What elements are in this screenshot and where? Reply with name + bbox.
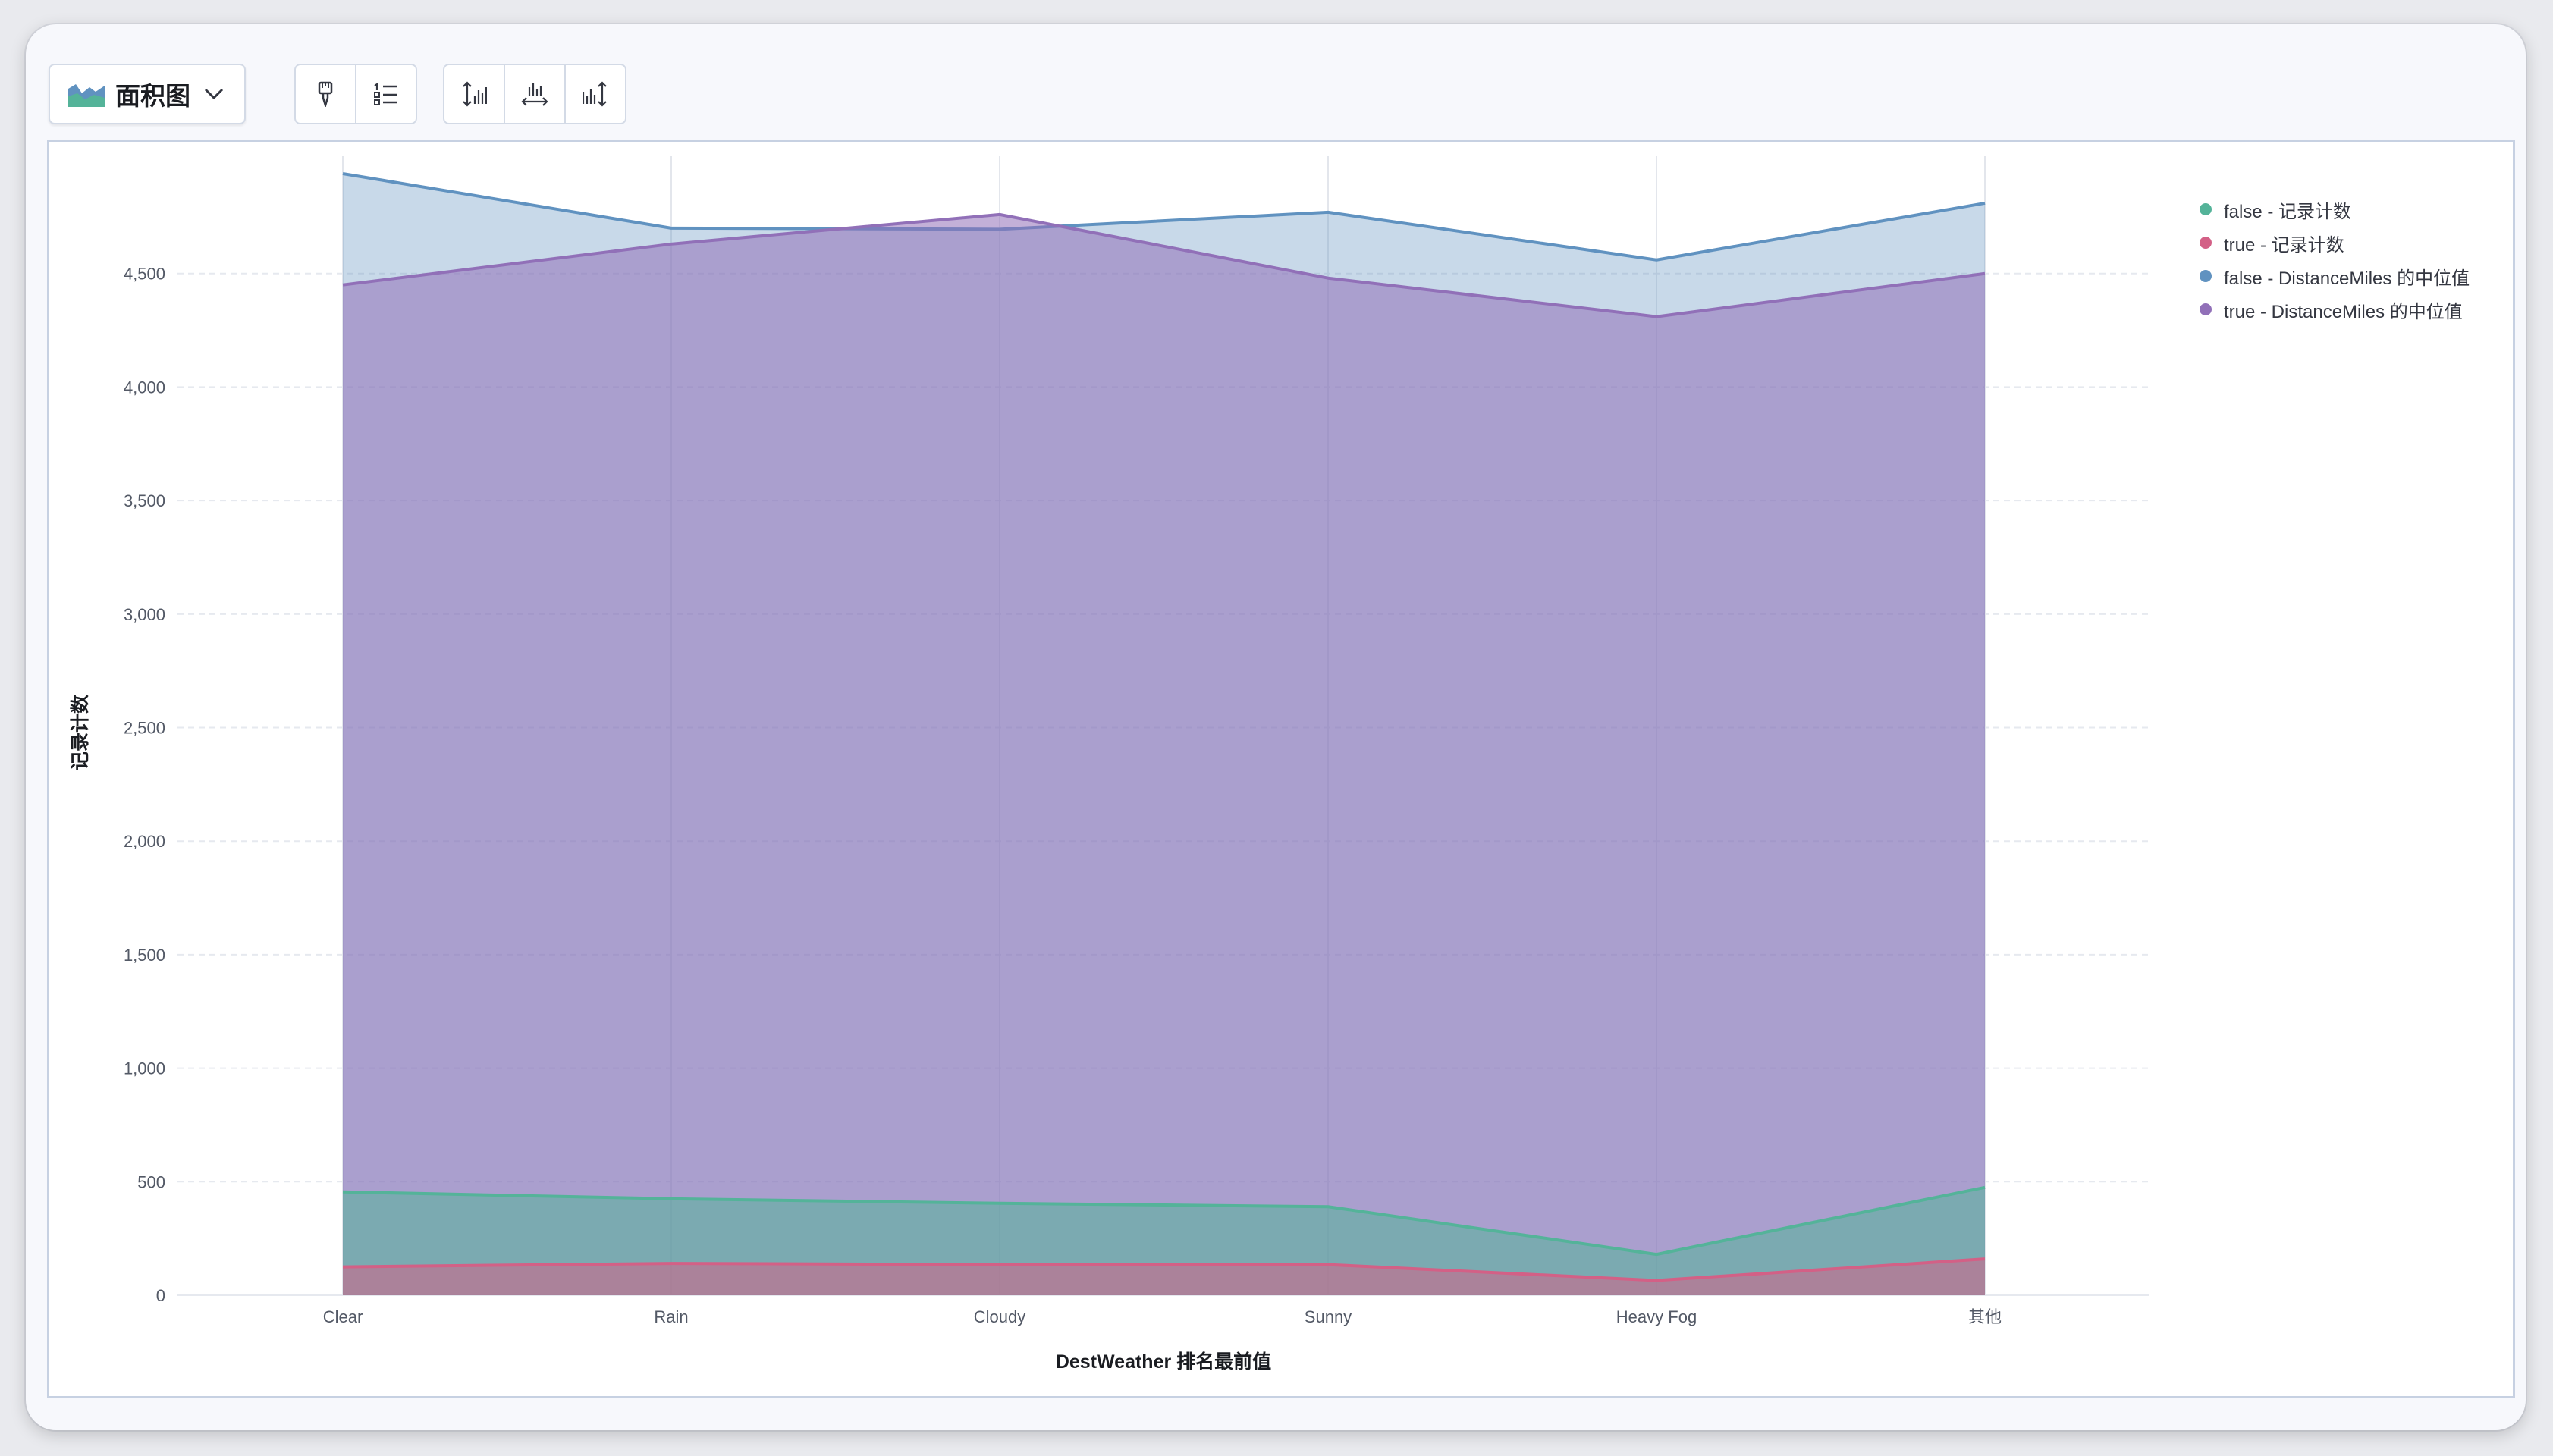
legend-label: false - 记录计数 — [2224, 201, 2352, 222]
area-chart: 0 500 1,000 1,500 2,000 2,500 3,000 3,500 4,000 4… — [70, 156, 2149, 1373]
legend-dot — [2200, 203, 2212, 215]
chart-legend: false - 记录计数 true - 记录计数 false - Distanc… — [2200, 193, 2470, 326]
legend-label: true - DistanceMiles 的中位值 — [2224, 301, 2463, 322]
legend-label: true - 记录计数 — [2224, 234, 2344, 256]
legend-dot — [2200, 303, 2212, 315]
x-tick-label: 其他 — [1968, 1307, 2002, 1326]
right-axis-button[interactable] — [564, 64, 626, 124]
legend-item[interactable]: true - DistanceMiles 的中位值 — [2200, 293, 2470, 326]
x-tick-label: Clear — [323, 1307, 363, 1326]
y-tick-label: 1,000 — [124, 1059, 165, 1078]
x-tick-label: Cloudy — [974, 1307, 1025, 1326]
app-window: 面积图 — [26, 24, 2526, 1430]
y-tick-label: 2,500 — [124, 719, 165, 738]
chart-type-select[interactable]: 面积图 — [49, 64, 246, 124]
paintbrush-icon — [318, 81, 333, 107]
chart-type-label: 面积图 — [115, 81, 190, 111]
legend-label: false - DistanceMiles 的中位值 — [2224, 268, 2470, 289]
legend-item[interactable]: true - 记录计数 — [2200, 226, 2470, 259]
line-series-3 — [342, 212, 1986, 318]
legend-options-button[interactable] — [355, 64, 417, 124]
y-tick-label: 3,000 — [124, 605, 165, 624]
y-tick-label: 4,000 — [124, 378, 165, 397]
chevron-down-icon — [204, 88, 224, 100]
legend-item[interactable]: false - DistanceMiles 的中位值 — [2200, 259, 2470, 293]
line-series-2 — [342, 172, 1986, 262]
area-series-1 — [343, 1259, 1985, 1295]
y-tick-label: 4,500 — [124, 265, 165, 284]
bottom-axis-icon — [521, 83, 548, 106]
bottom-axis-button[interactable] — [504, 64, 566, 124]
x-tick-label: Heavy Fog — [1616, 1307, 1697, 1326]
area-series-3 — [343, 214, 1985, 1296]
left-axis-button[interactable] — [443, 64, 505, 124]
x-tick-label: Rain — [654, 1307, 688, 1326]
area-chart-icon — [68, 84, 105, 107]
line-series-0 — [342, 1185, 1986, 1257]
right-axis-icon — [583, 81, 607, 107]
legend-dot — [2200, 237, 2212, 249]
x-axis-title: DestWeather 排名最前值 — [1056, 1351, 1271, 1373]
legend-dot — [2200, 270, 2212, 282]
legend-item[interactable]: false - 记录计数 — [2200, 193, 2470, 226]
line-series-1 — [342, 1257, 1986, 1282]
y-axis-title: 记录计数 — [70, 694, 91, 770]
x-tick-label: Sunny — [1305, 1307, 1352, 1326]
y-tick-label: 2,000 — [124, 832, 165, 851]
left-axis-icon — [463, 81, 487, 107]
y-tick-label: 1,500 — [124, 946, 165, 965]
y-tick-label: 3,500 — [124, 491, 165, 510]
y-tick-label: 500 — [137, 1172, 165, 1191]
legend-list-icon — [374, 82, 397, 105]
y-tick-label: 0 — [156, 1286, 165, 1305]
